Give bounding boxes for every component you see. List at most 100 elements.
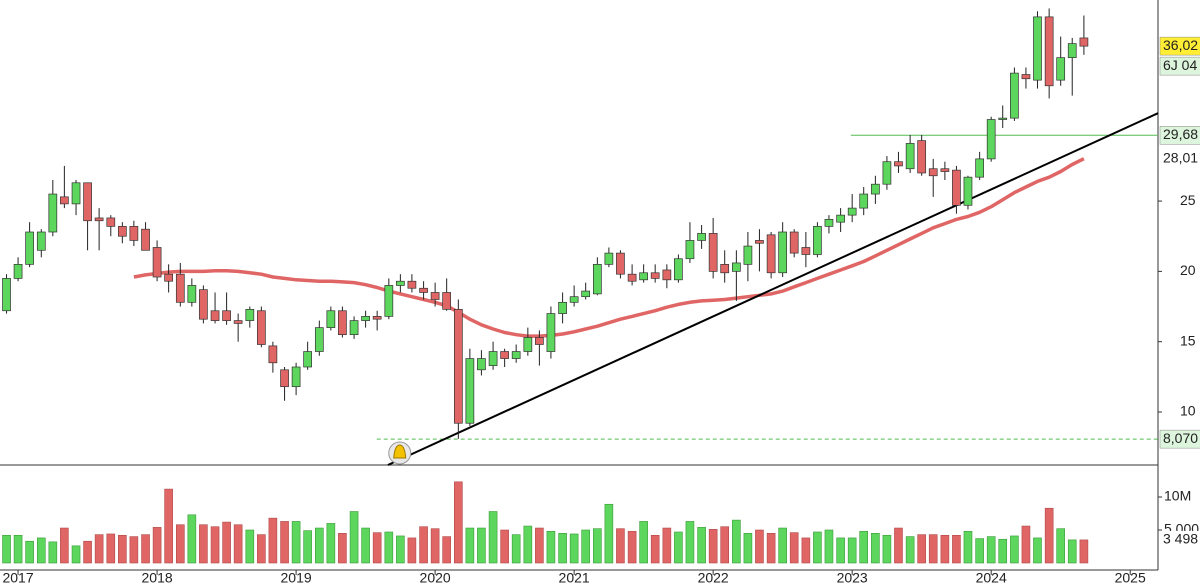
candle-body [928, 168, 938, 177]
x-tick-label: 2018 [142, 570, 173, 586]
volume-bar [952, 534, 961, 564]
candle-body [975, 158, 984, 178]
volume-bar [210, 526, 220, 564]
x-tick-label: 2017 [2, 570, 33, 586]
candle-body [256, 310, 266, 345]
volume-bar [697, 527, 706, 564]
volume-bar [871, 533, 880, 564]
volume-bar [535, 527, 544, 564]
volume-bar [836, 537, 845, 564]
candle-body [106, 217, 116, 227]
volume-bar [222, 521, 231, 564]
candle-body [755, 240, 764, 244]
candle-body [905, 143, 915, 170]
candle-body [616, 252, 625, 275]
candle-body [233, 320, 243, 324]
candle-body [511, 351, 521, 359]
volume-bar [627, 531, 637, 564]
candle-body [25, 231, 34, 265]
candle-body [859, 193, 869, 209]
candle-body [801, 247, 811, 255]
candle-body [48, 193, 58, 233]
x-tick-label: 2023 [837, 570, 868, 586]
volume-bar [743, 533, 753, 564]
volume-bar [963, 531, 973, 564]
volume-bar [1067, 539, 1077, 564]
volume-bar [998, 538, 1008, 564]
price-marker-label: 8,070 [1163, 430, 1198, 446]
candle-body [175, 273, 185, 303]
candle-body [581, 290, 591, 298]
countdown-bg [1159, 56, 1200, 76]
candle-body [963, 176, 973, 206]
candle-body [952, 169, 961, 206]
volume-bar [975, 538, 984, 564]
candle-body [940, 168, 950, 172]
volume-marker-bg [1160, 530, 1200, 549]
candle-body [836, 214, 845, 223]
candle-body [894, 161, 903, 167]
volume-bar [187, 514, 197, 564]
candle-body [465, 358, 475, 424]
volume-bar [847, 537, 857, 564]
candle-body [453, 308, 463, 424]
volume-bar [650, 534, 660, 564]
volume-bar [361, 527, 370, 564]
candle-body [384, 285, 394, 317]
candle-body [314, 327, 324, 352]
x-tick-label: 2019 [281, 570, 312, 586]
volume-bar [25, 540, 34, 564]
candle-body [60, 196, 69, 205]
volume-bar [1033, 537, 1042, 564]
price-marker-label: 36,02 [1163, 37, 1198, 53]
candle-body [650, 272, 660, 279]
candle-body [419, 287, 428, 293]
volume-bar [233, 524, 243, 564]
candle-body [720, 263, 730, 274]
volume-bar [384, 531, 394, 564]
candle-body [500, 351, 509, 359]
candle-body [789, 231, 799, 254]
price-marker-bg [1159, 429, 1200, 449]
candle-body [477, 358, 486, 371]
volume-bar [789, 532, 799, 564]
candle-body [847, 207, 857, 216]
volume-bar [1021, 525, 1031, 564]
candle-body [245, 308, 255, 321]
candle-body [71, 182, 81, 205]
volume-bar [488, 511, 498, 564]
candle-body [372, 316, 382, 320]
volume-bar [60, 527, 69, 564]
volume-bar [118, 534, 127, 564]
volume-bar [928, 534, 938, 564]
moving-average [133, 157, 1085, 338]
candle-body [1067, 43, 1077, 59]
candle-body [627, 273, 637, 282]
volume-bar [917, 534, 926, 564]
x-tick-label: 2022 [698, 570, 729, 586]
volume-bar [477, 527, 486, 564]
candle-body [871, 183, 880, 195]
volume-bar [280, 521, 289, 564]
candle-body [569, 296, 579, 303]
volume-bar [894, 527, 903, 564]
candle-body [2, 278, 11, 312]
candle-body [998, 117, 1008, 120]
candle-body [662, 269, 672, 281]
alert-icon [393, 444, 407, 459]
x-tick-label: 2020 [420, 570, 451, 586]
candle-body [685, 240, 695, 260]
candle-body [882, 161, 892, 185]
candle-body [338, 310, 347, 336]
volume-bar [407, 537, 417, 564]
volume-bar [291, 521, 301, 564]
price-marker-bg [1159, 36, 1200, 56]
candle-body [546, 313, 556, 352]
candle-body [697, 233, 706, 241]
candle-body [36, 231, 46, 251]
volume-bar [581, 529, 590, 564]
volume-bar [766, 533, 776, 564]
volume-bar [1044, 507, 1054, 564]
volume-bar [13, 534, 23, 564]
candle-body [361, 316, 370, 321]
